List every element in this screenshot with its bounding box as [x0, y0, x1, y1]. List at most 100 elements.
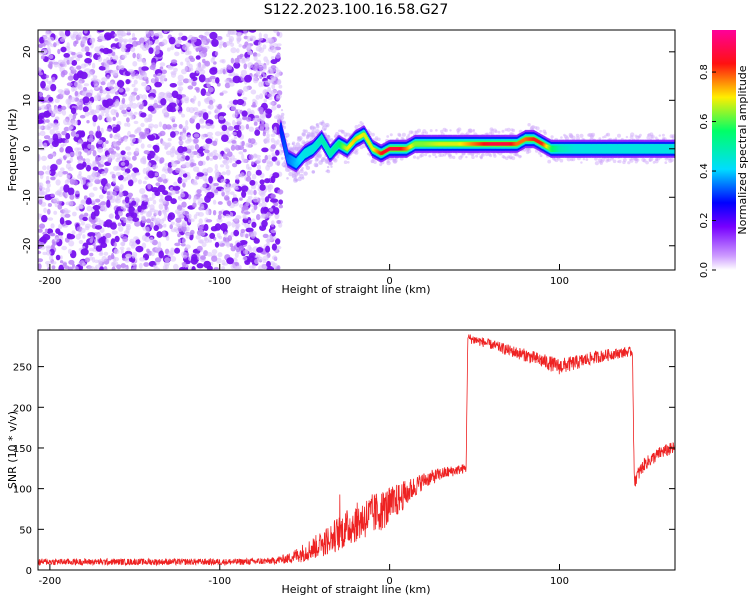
- noise-point: [38, 242, 45, 247]
- noise-point: [68, 59, 73, 65]
- noise-point: [39, 245, 46, 250]
- noise-point: [121, 267, 125, 270]
- noise-point: [276, 79, 282, 85]
- noise-point: [267, 154, 272, 160]
- noise-point: [82, 106, 89, 113]
- trace-halo: [646, 135, 651, 140]
- noise-point: [98, 33, 104, 40]
- noise-point: [149, 65, 156, 70]
- noise-point: [125, 254, 132, 258]
- noise-point: [244, 211, 251, 215]
- noise-point: [181, 100, 185, 104]
- noise-point: [45, 119, 50, 123]
- noise-point: [68, 113, 74, 119]
- trace-halo: [527, 123, 531, 127]
- noise-point: [61, 109, 67, 116]
- trace-halo: [308, 160, 312, 165]
- noise-point: [104, 107, 110, 114]
- noise-point: [209, 31, 218, 40]
- noise-point: [147, 162, 152, 167]
- noise-point: [196, 245, 203, 251]
- noise-point: [125, 223, 131, 228]
- noise-point: [140, 215, 146, 221]
- noise-point: [53, 42, 57, 48]
- noise-point: [94, 266, 98, 270]
- noise-point: [255, 94, 260, 100]
- noise-point: [209, 75, 216, 80]
- noise-point: [213, 182, 220, 187]
- noise-point: [38, 199, 43, 205]
- noise-point: [99, 266, 104, 270]
- noise-point: [161, 140, 165, 146]
- noise-point: [181, 201, 187, 208]
- noise-point: [38, 182, 44, 189]
- noise-point: [93, 95, 100, 102]
- noise-point: [271, 152, 276, 157]
- signal-trace: [277, 114, 675, 178]
- noise-point: [105, 232, 112, 239]
- noise-point: [205, 209, 211, 216]
- trace-halo: [336, 155, 340, 159]
- noise-point: [49, 63, 53, 70]
- noise-point: [247, 244, 252, 251]
- noise-point: [42, 43, 46, 47]
- noise-point: [42, 233, 51, 241]
- noise-point: [150, 221, 154, 228]
- trace-halo: [401, 132, 406, 137]
- noise-point: [143, 73, 148, 79]
- noise-point: [67, 98, 72, 105]
- noise-point: [231, 221, 236, 228]
- trace-halo: [627, 161, 631, 165]
- noise-point: [240, 69, 247, 76]
- noise-point: [83, 30, 88, 34]
- noise-point: [263, 33, 269, 38]
- trace-halo: [386, 160, 390, 164]
- noise-point: [48, 138, 53, 144]
- noise-point: [214, 131, 222, 137]
- noise-point: [174, 209, 181, 215]
- noise-point: [270, 59, 278, 65]
- noise-point: [98, 260, 102, 267]
- noise-point: [246, 57, 251, 62]
- noise-point: [68, 259, 75, 265]
- noise-point: [148, 96, 154, 100]
- noise-point: [109, 171, 115, 175]
- noise-point: [245, 163, 250, 170]
- noise-point: [117, 222, 122, 227]
- trace-halo: [511, 156, 516, 161]
- noise-point: [203, 146, 210, 150]
- noise-point: [72, 119, 79, 126]
- noise-point: [245, 233, 249, 239]
- trace-halo: [297, 172, 301, 176]
- noise-point: [101, 77, 108, 83]
- noise-point: [304, 162, 309, 167]
- noise-point: [116, 80, 125, 88]
- noise-point: [190, 36, 197, 43]
- noise-point: [45, 30, 49, 36]
- noise-point: [51, 265, 56, 270]
- noise-point: [258, 202, 262, 207]
- noise-point: [53, 197, 59, 203]
- noise-point: [224, 196, 230, 201]
- noise-point: [86, 205, 93, 212]
- trace-halo: [539, 154, 543, 158]
- noise-point: [40, 80, 46, 89]
- noise-point: [173, 263, 179, 270]
- noise-point: [272, 129, 277, 135]
- trace-halo: [434, 155, 438, 159]
- noise-point: [45, 74, 49, 79]
- noise-point: [181, 113, 186, 118]
- trace-halo: [559, 158, 564, 163]
- noise-point: [204, 149, 210, 154]
- noise-point: [97, 164, 105, 168]
- noise-point: [264, 196, 270, 203]
- noise-point: [83, 212, 89, 217]
- noise-point: [302, 129, 306, 133]
- noise-point: [262, 112, 267, 119]
- noise-point: [109, 133, 113, 139]
- noise-point: [234, 186, 240, 191]
- noise-point: [196, 189, 202, 194]
- noise-point: [138, 66, 142, 73]
- noise-point: [182, 261, 187, 267]
- noise-point: [82, 158, 86, 162]
